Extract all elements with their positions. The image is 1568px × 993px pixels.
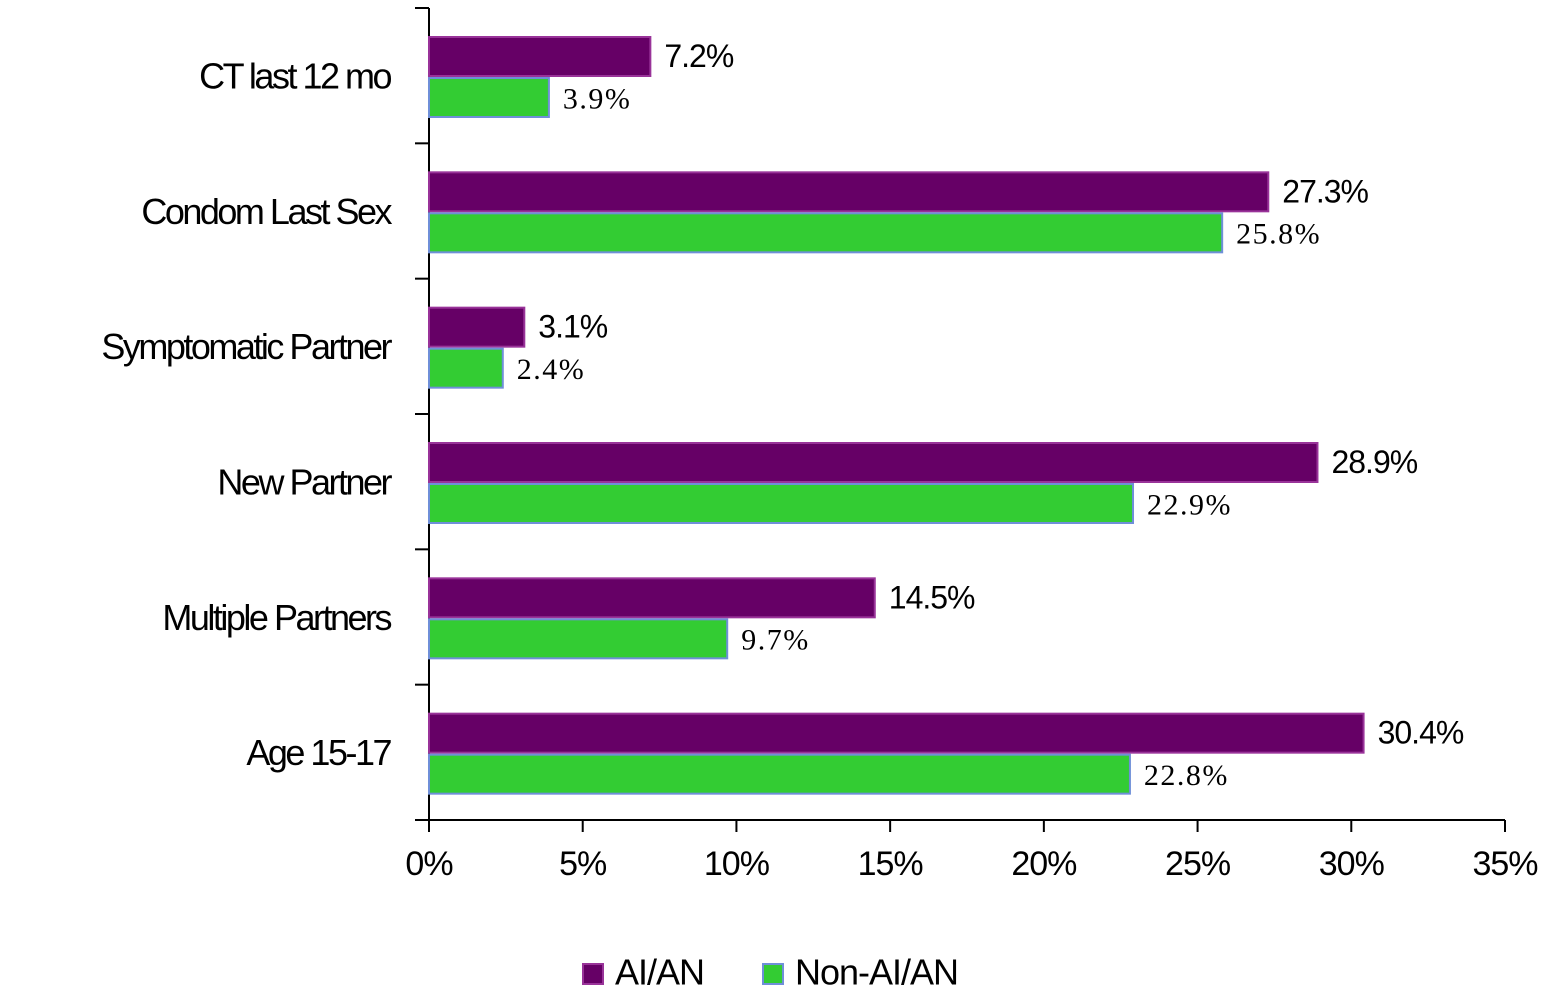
bar xyxy=(428,483,1135,524)
value-label: 7.2% xyxy=(664,38,733,74)
x-tick-label: 30% xyxy=(1319,845,1385,883)
value-label: 28.9% xyxy=(1331,444,1417,480)
value-label: 3.1% xyxy=(538,309,607,345)
category-label: New Partner xyxy=(217,462,392,503)
legend-label: AI/AN xyxy=(615,952,704,993)
bar xyxy=(428,442,1319,483)
value-label: 22.8% xyxy=(1144,759,1229,792)
category-label: Age 15-17 xyxy=(246,732,391,773)
x-tick-label: 5% xyxy=(559,845,607,883)
bar xyxy=(428,36,652,77)
x-tick-label: 15% xyxy=(858,845,924,883)
value-label: 25.8% xyxy=(1236,218,1321,251)
bar xyxy=(428,212,1224,254)
bar xyxy=(428,753,1131,795)
bar xyxy=(428,347,504,389)
x-tick-label: 10% xyxy=(704,845,770,883)
category-label: CT last 12 mo xyxy=(199,56,391,97)
value-label: 3.9% xyxy=(563,82,632,115)
value-label: 30.4% xyxy=(1378,715,1464,751)
category-label: Multiple Partners xyxy=(162,597,391,638)
value-label: 2.4% xyxy=(517,353,586,386)
bar xyxy=(428,577,876,619)
value-label: 9.7% xyxy=(741,624,810,657)
bar xyxy=(428,77,550,118)
bar xyxy=(428,618,729,660)
x-tick-label: 0% xyxy=(405,845,453,883)
value-label: 27.3% xyxy=(1282,173,1368,209)
value-label: 14.5% xyxy=(889,579,975,615)
legend-swatch xyxy=(582,963,604,985)
x-tick-label: 35% xyxy=(1472,845,1538,883)
bar xyxy=(428,712,1365,754)
bar xyxy=(428,171,1270,213)
category-label: Symptomatic Partner xyxy=(101,326,392,367)
category-label: Condom Last Sex xyxy=(141,191,392,232)
value-label: 22.9% xyxy=(1147,488,1232,521)
bar xyxy=(428,306,526,348)
legend-label: Non-AI/AN xyxy=(795,952,958,993)
x-tick-label: 20% xyxy=(1011,845,1077,883)
x-tick-label: 25% xyxy=(1165,845,1231,883)
legend-swatch xyxy=(762,963,784,985)
